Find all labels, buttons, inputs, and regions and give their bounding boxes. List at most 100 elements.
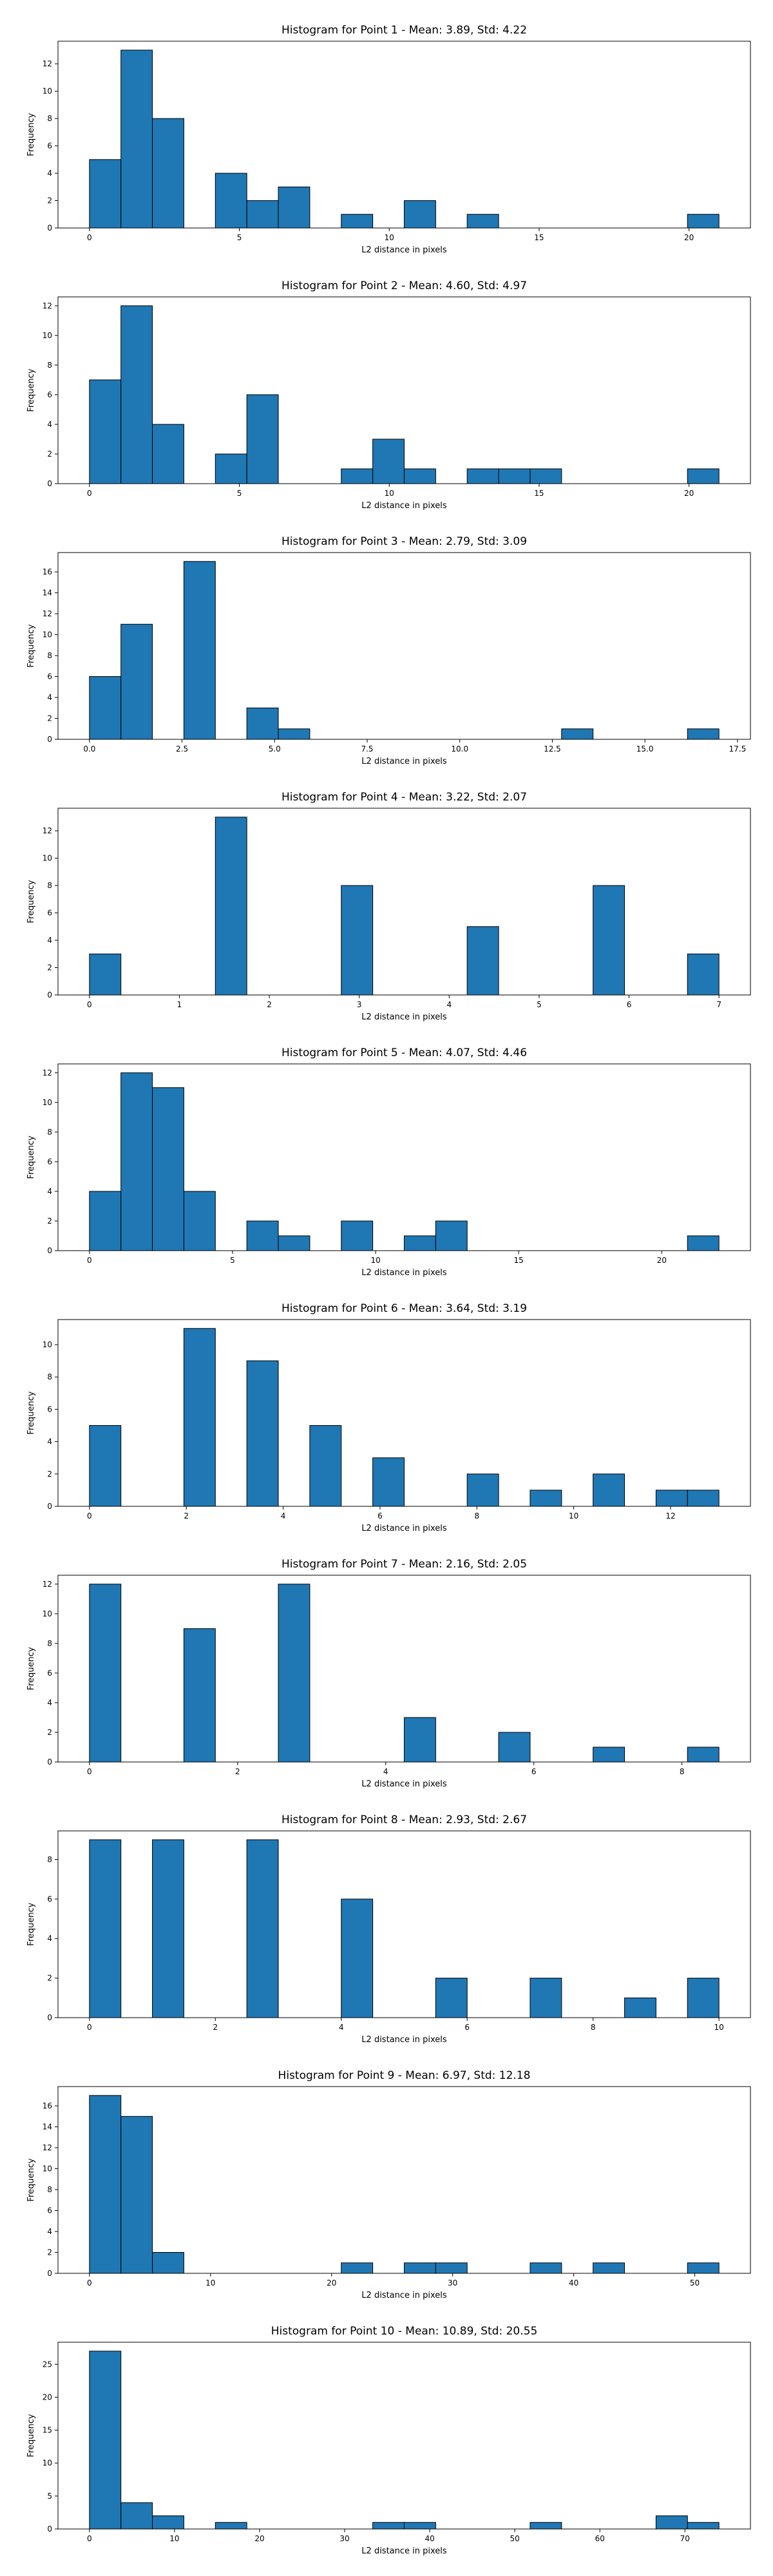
y-tick-label: 12	[43, 301, 52, 310]
x-tick-label: 20	[684, 233, 694, 242]
histogram-panel-5: Histogram for Point 5 - Mean: 4.07, Std:…	[26, 1046, 751, 1278]
y-tick-label: 25	[43, 2360, 52, 2369]
chart-title: Histogram for Point 10 - Mean: 10.89, St…	[271, 2325, 538, 2338]
y-tick-label: 6	[47, 2206, 52, 2215]
y-axis-label: Frequency	[26, 1902, 36, 1946]
x-tick-label: 10	[385, 233, 394, 242]
y-tick-label: 2	[47, 1217, 52, 1226]
plot-area-frame	[57, 552, 751, 740]
x-tick-label: 10	[370, 1256, 380, 1265]
y-tick-label: 0	[47, 2524, 52, 2533]
histogram-panel-8: Histogram for Point 8 - Mean: 2.93, Std:…	[26, 1814, 751, 2045]
x-tick-label: 10	[714, 2023, 723, 2032]
x-tick-label: 6	[627, 1000, 632, 1009]
y-tick-label: 2	[47, 2248, 52, 2257]
x-tick-label: 0	[87, 1511, 92, 1520]
histogram-bar	[246, 1220, 279, 1251]
histogram-bar	[246, 1360, 279, 1507]
histogram-bar	[593, 1747, 625, 1763]
x-tick-label: 4	[383, 1767, 388, 1776]
histogram-bar	[341, 2262, 374, 2274]
y-tick-label: 2	[47, 450, 52, 459]
x-tick-label: 4	[281, 1511, 286, 1520]
y-tick-label: 0	[47, 735, 52, 744]
histogram-bar	[372, 2522, 405, 2530]
histogram-bar	[435, 1978, 468, 2018]
x-tick-label: 4	[446, 1000, 452, 1009]
y-tick-label: 2	[47, 714, 52, 723]
plot-area-frame	[57, 808, 751, 996]
histogram-bar	[341, 1899, 374, 2018]
y-tick-label: 4	[47, 693, 52, 702]
histogram-bar	[120, 2502, 153, 2530]
y-tick-label: 6	[47, 1895, 52, 1904]
plot-area-frame	[57, 1575, 751, 1763]
histogram-bar	[341, 468, 374, 484]
histogram-panel-6: Histogram for Point 6 - Mean: 3.64, Std:…	[26, 1302, 751, 1533]
histogram-panel-7: Histogram for Point 7 - Mean: 2.16, Std:…	[26, 1558, 751, 1789]
x-tick-label: 20	[657, 1256, 667, 1265]
y-tick-label: 0	[47, 1246, 52, 1255]
x-tick-label: 5.0	[269, 744, 281, 753]
y-tick-label: 4	[47, 169, 52, 178]
histogram-bar	[89, 2095, 122, 2274]
chart-title: Histogram for Point 5 - Mean: 4.07, Std:…	[282, 1046, 527, 1059]
y-tick-label: 8	[47, 114, 52, 123]
y-tick-label: 10	[43, 87, 52, 96]
y-tick-label: 6	[47, 672, 52, 681]
histogram-panel-3: Histogram for Point 3 - Mean: 2.79, Std:…	[26, 535, 751, 766]
chart-title: Histogram for Point 4 - Mean: 3.22, Std:…	[282, 791, 527, 804]
chart-title: Histogram for Point 9 - Mean: 6.97, Std:…	[278, 2069, 531, 2082]
histogram-bar	[372, 439, 405, 484]
histogram-bar	[152, 2515, 184, 2530]
histogram-bar	[530, 468, 562, 484]
histogram-bar	[183, 1328, 216, 1507]
y-tick-label: 6	[47, 390, 52, 399]
histogram-panel-1: Histogram for Point 1 - Mean: 3.89, Std:…	[26, 24, 751, 255]
y-tick-label: 10	[43, 1098, 52, 1107]
x-tick-label: 12	[665, 1511, 675, 1520]
histogram-bar	[530, 2262, 562, 2274]
histogram-bar	[120, 305, 153, 484]
histogram-bar	[152, 118, 184, 229]
histogram-bar	[215, 173, 247, 229]
y-tick-label: 0	[47, 479, 52, 488]
y-tick-label: 2	[47, 1470, 52, 1479]
x-axis-label: L2 distance in pixels	[361, 245, 447, 255]
y-tick-label: 6	[47, 1157, 52, 1166]
x-tick-label: 8	[474, 1511, 479, 1520]
y-axis-label: Frequency	[26, 624, 36, 667]
histogram-bar	[624, 1997, 656, 2018]
y-tick-label: 16	[43, 567, 52, 576]
histogram-bar	[687, 214, 720, 229]
histogram-bar	[404, 1235, 436, 1251]
histogram-bar	[655, 1490, 688, 1507]
x-tick-label: 0	[87, 489, 92, 498]
histogram-bar	[687, 1235, 720, 1251]
y-tick-label: 8	[47, 1128, 52, 1137]
x-axis-label: L2 distance in pixels	[361, 501, 447, 511]
histogram-bar	[593, 1473, 625, 1507]
x-tick-label: 20	[327, 2278, 336, 2287]
histogram-bar	[530, 1490, 562, 1507]
y-tick-label: 10	[43, 2164, 52, 2174]
y-tick-label: 10	[43, 1340, 52, 1349]
histogram-bar	[435, 1220, 468, 1251]
histogram-bar	[687, 728, 720, 740]
histogram-bar	[435, 2262, 468, 2274]
histogram-bar	[183, 561, 216, 740]
y-tick-label: 15	[43, 2426, 52, 2435]
x-tick-label: 0	[87, 2023, 92, 2032]
x-tick-label: 10.0	[451, 744, 468, 753]
histogram-bar	[89, 1584, 122, 1763]
x-tick-label: 15	[534, 233, 544, 242]
histogram-bar	[246, 1839, 279, 2018]
histogram-bar	[466, 926, 499, 996]
x-tick-label: 0	[87, 1767, 92, 1776]
histogram-bar	[246, 200, 279, 229]
x-tick-label: 8	[680, 1767, 685, 1776]
histogram-bar	[466, 214, 499, 229]
histogram-bar	[341, 214, 374, 229]
x-tick-label: 2	[267, 1000, 272, 1009]
x-tick-label: 70	[680, 2534, 690, 2543]
